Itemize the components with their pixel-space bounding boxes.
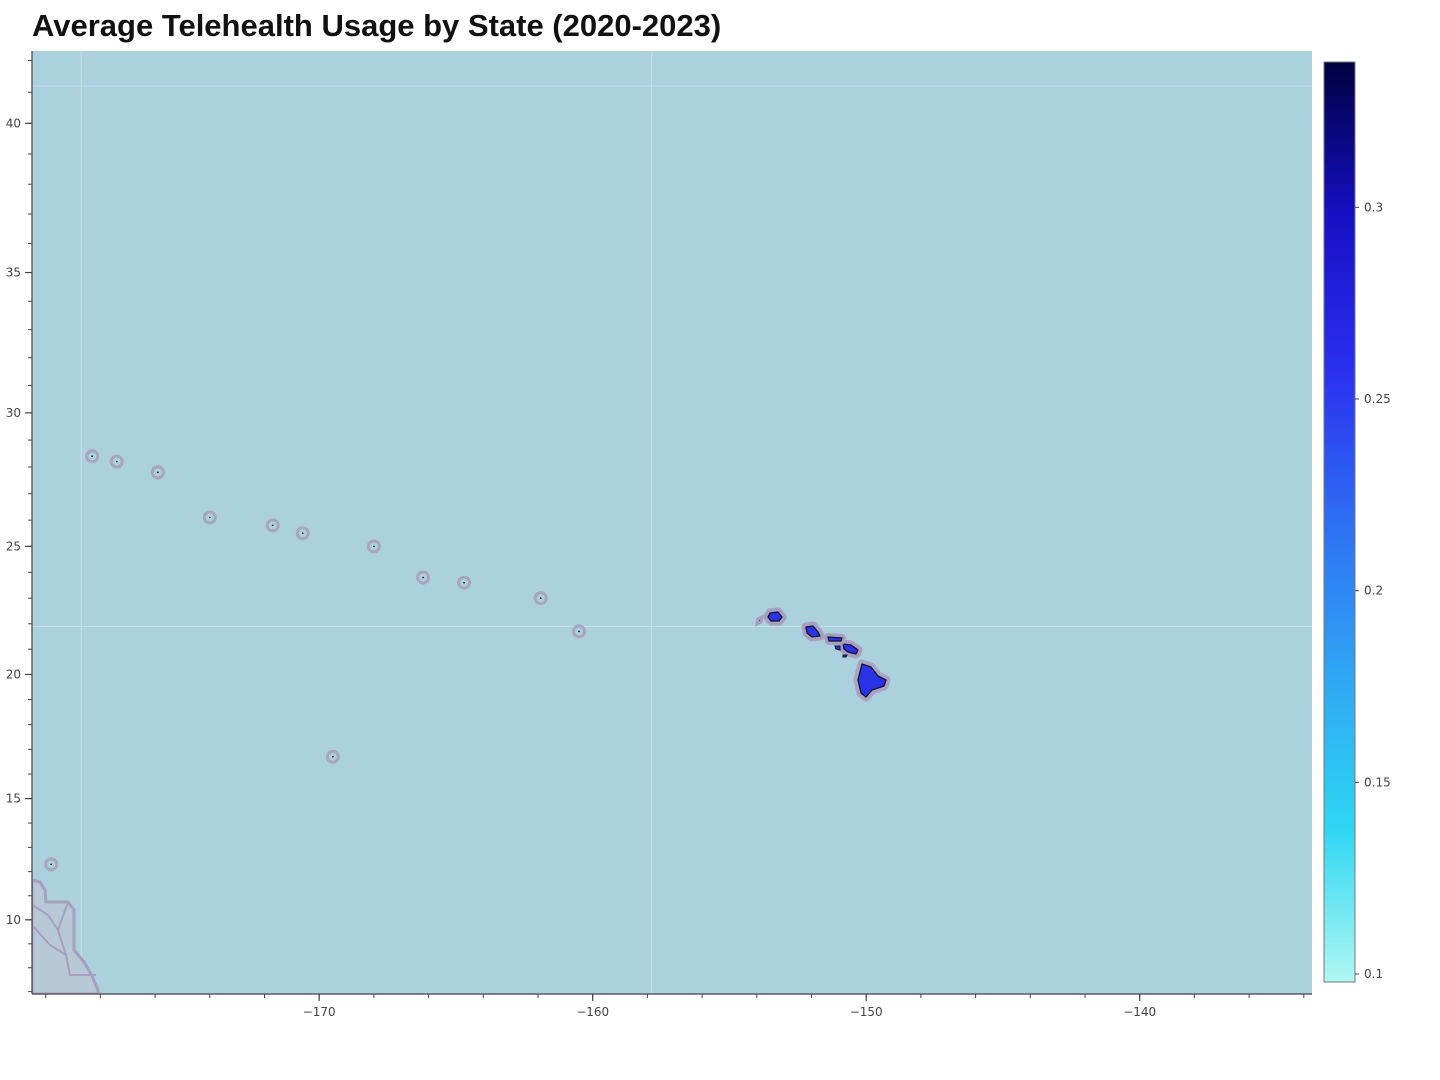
- small-island[interactable]: [271, 524, 274, 527]
- y-tick-label: 15: [6, 792, 21, 806]
- border-lines: [32, 901, 96, 976]
- island-molokai[interactable]: [827, 636, 843, 642]
- small-island[interactable]: [91, 455, 94, 458]
- y-tick-label: 35: [6, 266, 21, 280]
- colorbar-tick-label: 0.2: [1364, 584, 1383, 598]
- small-island-outline: [572, 624, 587, 639]
- colorbar[interactable]: 0.1 0.15 0.2 0.25 0.3: [1323, 61, 1391, 983]
- island-niihau[interactable]: [754, 614, 765, 627]
- small-island[interactable]: [50, 863, 53, 866]
- island-lanai[interactable]: [834, 645, 841, 651]
- small-island[interactable]: [331, 755, 334, 758]
- small-island-outline: [109, 454, 124, 469]
- small-island[interactable]: [578, 630, 580, 633]
- small-island-outline: [533, 591, 548, 606]
- gridlines: [32, 51, 1312, 994]
- island-maui[interactable]: [842, 643, 859, 655]
- small-island-outline: [44, 857, 59, 872]
- x-tick-label: −150: [850, 1005, 883, 1019]
- colorbar-tick-label: 0.25: [1364, 392, 1391, 406]
- island-oahu[interactable]: [805, 625, 821, 638]
- y-tick-label: 25: [6, 539, 21, 553]
- island-big-island[interactable]: [857, 663, 887, 698]
- mainland-outline: [32, 878, 100, 994]
- island-kauai[interactable]: [767, 611, 783, 622]
- x-tick-label: −170: [303, 1005, 336, 1019]
- y-axis: 10 15 20 25 30 35 40: [6, 60, 32, 993]
- x-axis: −170 −160 −150 −140: [45, 994, 1305, 1019]
- land-layer: [32, 449, 891, 994]
- x-tick-label: −160: [576, 1005, 609, 1019]
- small-island[interactable]: [422, 576, 425, 579]
- small-island-outline: [366, 539, 381, 554]
- small-island[interactable]: [208, 516, 211, 519]
- colorbar-tick-label: 0.3: [1364, 200, 1383, 214]
- y-tick-label: 40: [6, 116, 21, 130]
- small-island-outline: [85, 449, 100, 464]
- colorbar-ticks: 0.1 0.15 0.2 0.25 0.3: [1355, 200, 1391, 981]
- hawaii-state[interactable]: [754, 607, 891, 702]
- small-island[interactable]: [372, 545, 375, 548]
- small-island-outline: [457, 575, 472, 590]
- small-islands: [44, 449, 587, 872]
- small-island-outline: [265, 518, 280, 533]
- colorbar-gradient: [1323, 61, 1356, 983]
- y-tick-label: 30: [6, 406, 21, 420]
- small-island[interactable]: [463, 581, 466, 584]
- small-island-outline: [295, 526, 310, 541]
- colorbar-tick-label: 0.1: [1364, 967, 1383, 981]
- small-island-outline: [202, 510, 217, 525]
- small-island-outline: [325, 749, 340, 764]
- small-island-outline: [416, 570, 431, 585]
- small-island[interactable]: [539, 597, 542, 600]
- small-island[interactable]: [115, 460, 118, 463]
- small-island-outline: [150, 465, 165, 480]
- colorbar-tick-label: 0.15: [1364, 775, 1391, 789]
- small-island[interactable]: [301, 532, 304, 535]
- ocean-background[interactable]: [32, 51, 1312, 994]
- x-tick-label: −140: [1123, 1005, 1156, 1019]
- y-tick-label: 20: [6, 667, 21, 681]
- small-island[interactable]: [156, 471, 159, 474]
- island-kahoolawe[interactable]: [842, 654, 848, 658]
- y-tick-label: 10: [6, 913, 21, 927]
- page-title: Average Telehealth Usage by State (2020-…: [32, 8, 722, 43]
